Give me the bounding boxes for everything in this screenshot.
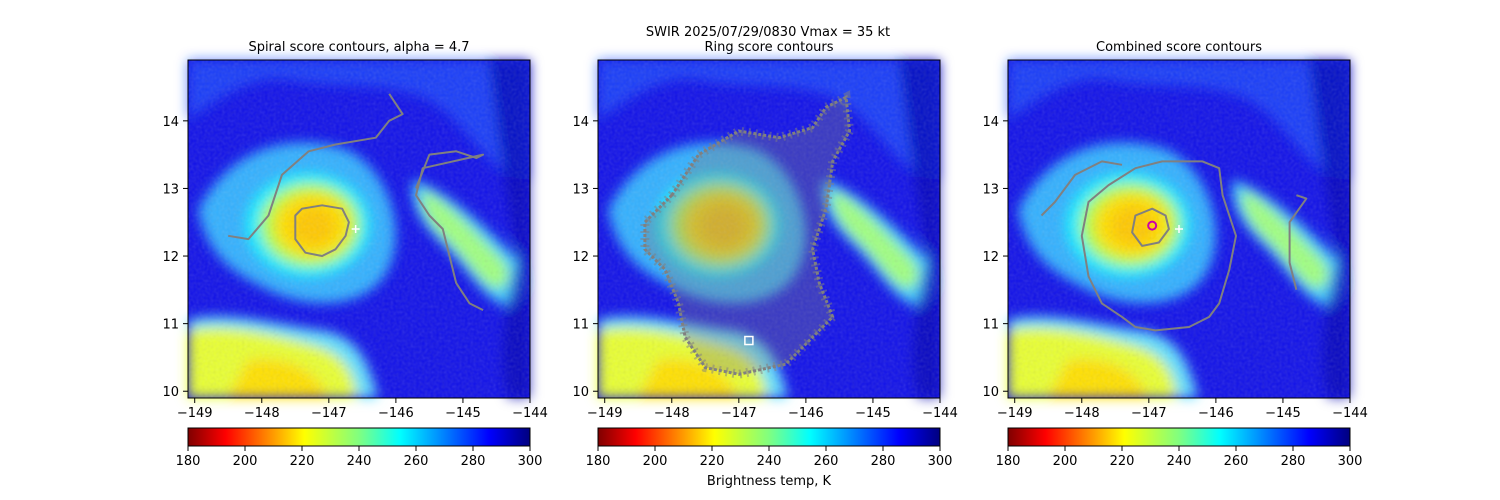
- suptitle: SWIR 2025/07/29/0830 Vmax = 35 kt: [646, 25, 890, 40]
- x-tick-label: −145: [445, 406, 481, 421]
- contour-overlay: [1040, 160, 1308, 332]
- y-tick-label: 13: [982, 182, 999, 197]
- y-tick-label: 12: [982, 250, 999, 265]
- colorbar-tick-label: 300: [928, 454, 953, 469]
- x-axis: −149 −148 −147 −146 −145 −144: [997, 398, 1368, 421]
- colorbar-tick-label: 180: [586, 454, 611, 469]
- y-axis: 10 11 12 13 14: [162, 115, 188, 400]
- x-tick-label: −144: [922, 406, 958, 421]
- ring-score-contour-texture: [640, 90, 855, 379]
- y-tick-label: 11: [982, 318, 999, 333]
- y-axis: 10 11 12 13 14: [982, 115, 1008, 400]
- colorbar-label: Brightness temp, K: [707, 474, 832, 489]
- plot-frame: [187, 59, 531, 399]
- y-tick-label: 10: [162, 385, 179, 400]
- colorbar-tick-label: 240: [347, 454, 372, 469]
- colorbar-tick-label: 260: [404, 454, 429, 469]
- colorbar-tick-label: 280: [461, 454, 486, 469]
- score-contour: [1040, 160, 1123, 217]
- y-tick-label: 12: [572, 250, 589, 265]
- x-axis: −149 −148 −147 −146 −145 −144: [587, 398, 958, 421]
- y-tick-label: 11: [162, 318, 179, 333]
- panel-title: Ring score contours: [704, 40, 833, 55]
- score-contour: [1288, 194, 1308, 291]
- plot-frame: [597, 59, 941, 399]
- contour-overlay: [228, 93, 485, 311]
- colorbar-combined: 180 200 220 240 260 280 300: [996, 427, 1363, 469]
- center-square-marker: [744, 335, 754, 346]
- x-tick-label: −148: [654, 406, 690, 421]
- score-contour: [1131, 207, 1170, 247]
- x-tick-label: −144: [512, 406, 548, 421]
- plot-frame: [1007, 59, 1351, 399]
- colorbar-tick-label: 200: [233, 454, 258, 469]
- x-tick-label: −146: [1198, 406, 1234, 421]
- center-plus-marker: [1175, 225, 1183, 233]
- x-tick-label: −147: [311, 406, 347, 421]
- colorbar-tick-label: 220: [1110, 454, 1135, 469]
- x-tick-label: −146: [378, 406, 414, 421]
- colorbar-ticks: 180 200 220 240 260 280 300: [996, 446, 1363, 469]
- colorbar-tick-label: 220: [290, 454, 315, 469]
- contour-overlay: [640, 90, 855, 379]
- y-tick-label: 14: [162, 115, 179, 130]
- y-axis: 10 11 12 13 14: [572, 115, 598, 400]
- x-tick-label: −149: [997, 406, 1033, 421]
- colorbar-tick-label: 300: [518, 454, 543, 469]
- panel-spiral: Spiral score contours, alpha = 4.7 −149−…: [162, 40, 547, 421]
- y-tick-label: 12: [162, 250, 179, 265]
- colorbar-ticks: 180 200 220 240 260 280 300: [176, 446, 543, 469]
- x-tick-label: −148: [244, 406, 280, 421]
- colorbar-tick-label: 220: [700, 454, 725, 469]
- score-contour: [1080, 160, 1237, 332]
- y-tick-label: 11: [572, 318, 589, 333]
- y-tick-label: 14: [982, 115, 999, 130]
- score-contour: [228, 93, 404, 241]
- colorbar-spiral: 180 200 220 240 260 280 300: [176, 427, 543, 469]
- colorbar-tick-label: 280: [871, 454, 896, 469]
- panel-ring: Ring score contours −149 −148 −147 −146 −145…: [572, 40, 957, 421]
- y-tick-label: 13: [572, 182, 589, 197]
- colorbar-ring: 180 200 220 240 260 280 300 Brightness temp, K: [586, 427, 953, 489]
- center-circle-marker: [1147, 220, 1158, 231]
- x-tick-label: −148: [1064, 406, 1100, 421]
- colorbar-tick-label: 240: [757, 454, 782, 469]
- center-plus-marker: [351, 225, 360, 233]
- ring-score-contours: [643, 94, 852, 376]
- x-tick-label: −147: [721, 406, 757, 421]
- y-tick-label: 14: [572, 115, 589, 130]
- y-tick-label: 10: [572, 385, 589, 400]
- panel-combined: Combined score contours −149 −148 −147 −146…: [982, 40, 1367, 421]
- x-tick-label: −145: [855, 406, 891, 421]
- x-tick-label: −149: [177, 406, 213, 421]
- colorbar-tick-label: 200: [643, 454, 668, 469]
- x-tick-label: −149: [587, 406, 623, 421]
- colorbar-tick-label: 300: [1338, 454, 1363, 469]
- colorbar-tick-label: 240: [1167, 454, 1192, 469]
- colorbar-tick-label: 180: [996, 454, 1021, 469]
- y-tick-label: 13: [162, 182, 179, 197]
- x-tick-label: −144: [1332, 406, 1368, 421]
- colorbar-tick-label: 280: [1281, 454, 1306, 469]
- score-contour: [415, 150, 485, 311]
- x-tick-label: −145: [1265, 406, 1301, 421]
- colorbar-tick-label: 260: [1224, 454, 1249, 469]
- panel-title: Spiral score contours, alpha = 4.7: [248, 40, 469, 55]
- score-contour: [294, 204, 350, 257]
- colorbar-tick-label: 180: [176, 454, 201, 469]
- colorbar-ticks: 180 200 220 240 260 280 300: [586, 446, 953, 469]
- x-axis: −149 −148 −147 −146 −145 −144: [177, 398, 548, 421]
- y-tick-label: 10: [982, 385, 999, 400]
- colorbar-tick-label: 260: [814, 454, 839, 469]
- x-tick-label: −147: [1131, 406, 1167, 421]
- colorbar-tick-label: 200: [1053, 454, 1078, 469]
- colorbar-gradient: [597, 427, 941, 447]
- colorbar-gradient: [187, 427, 531, 447]
- x-tick-label: −146: [788, 406, 824, 421]
- panel-title: Combined score contours: [1096, 40, 1262, 55]
- colorbar-gradient: [1007, 427, 1351, 447]
